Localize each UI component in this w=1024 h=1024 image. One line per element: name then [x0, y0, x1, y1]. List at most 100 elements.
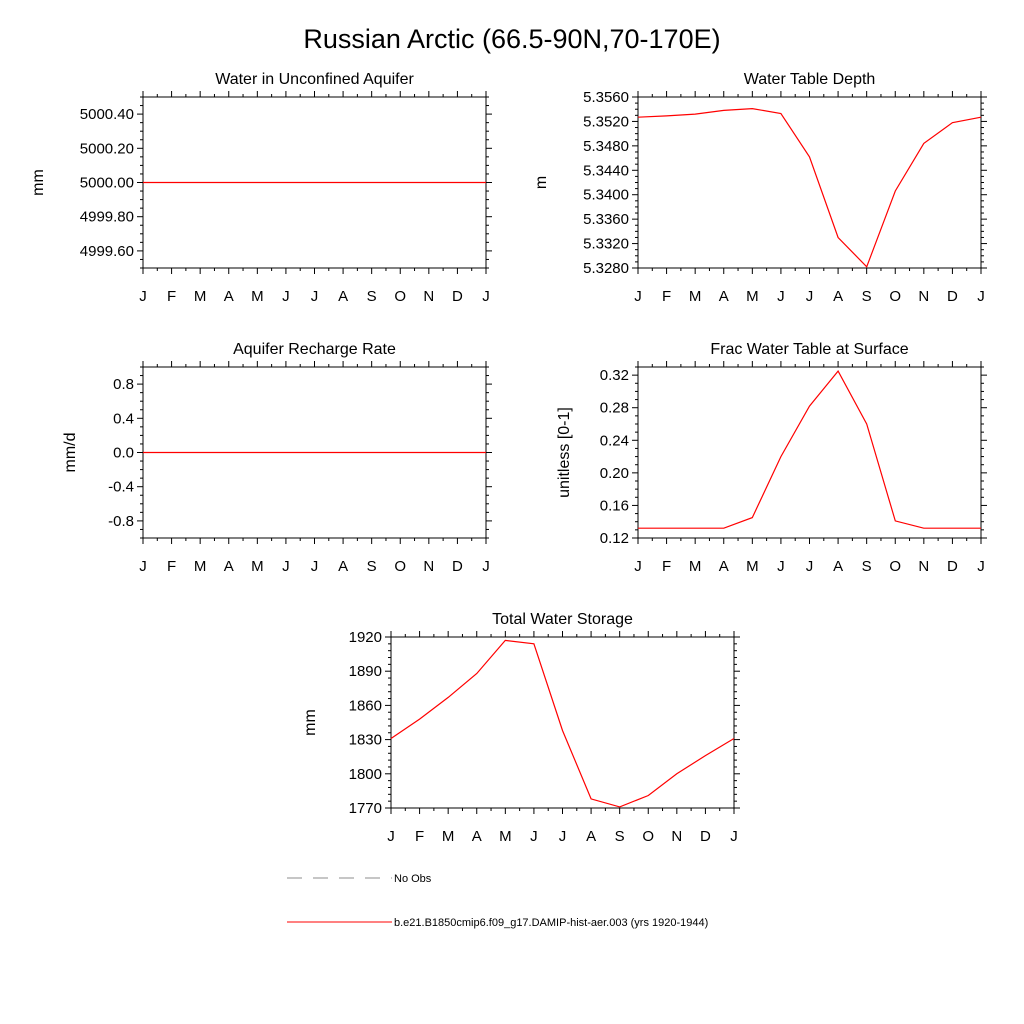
y-tick-label: 5.3400: [583, 187, 629, 204]
x-tick-label: D: [947, 558, 958, 575]
x-tick-label: F: [415, 828, 424, 845]
x-tick-label: F: [167, 288, 176, 305]
x-tick-label: J: [387, 828, 395, 845]
y-tick-label: 4999.60: [80, 243, 134, 260]
y-tick-label: -0.8: [108, 513, 134, 530]
x-tick-label: M: [442, 828, 455, 845]
x-tick-label: J: [977, 288, 985, 305]
x-tick-label: O: [889, 558, 901, 575]
x-tick-label: J: [530, 828, 538, 845]
plot-frame: [637, 366, 982, 539]
legend-label: No Obs: [394, 873, 432, 885]
y-axis-label: mm: [302, 709, 319, 736]
series-line: [390, 639, 735, 808]
x-tick-label: J: [777, 558, 785, 575]
plot-frame: [390, 636, 735, 809]
y-tick-label: 5.3480: [583, 138, 629, 155]
plot-frame: [637, 96, 982, 269]
x-tick-label: J: [311, 288, 319, 305]
x-tick-label: N: [671, 828, 682, 845]
x-tick-label: A: [224, 288, 234, 305]
x-tick-label: M: [194, 288, 207, 305]
x-tick-label: S: [862, 558, 872, 575]
panel-title: Aquifer Recharge Rate: [233, 341, 396, 358]
x-tick-label: O: [394, 288, 406, 305]
y-tick-label: 1890: [349, 663, 382, 680]
x-tick-label: M: [251, 558, 264, 575]
y-tick-label: 1830: [349, 732, 382, 749]
x-tick-label: A: [719, 288, 729, 305]
y-tick-label: 5.3560: [583, 89, 629, 106]
y-tick-label: 0.0: [113, 445, 134, 462]
y-tick-label: 1770: [349, 800, 382, 817]
y-axis-label: m: [533, 176, 550, 189]
y-tick-label: 5.3440: [583, 162, 629, 179]
x-tick-label: J: [482, 288, 490, 305]
y-axis-label: mm/d: [62, 433, 79, 473]
x-tick-label: M: [194, 558, 207, 575]
x-tick-label: J: [282, 558, 290, 575]
x-tick-label: N: [918, 288, 929, 305]
x-tick-label: M: [251, 288, 264, 305]
x-tick-label: J: [730, 828, 738, 845]
series-line: [637, 107, 982, 268]
x-tick-label: M: [499, 828, 512, 845]
y-tick-label: 5000.20: [80, 140, 134, 157]
x-tick-label: F: [662, 558, 671, 575]
y-tick-label: 1920: [349, 629, 382, 646]
panel-title: Water Table Depth: [744, 71, 876, 88]
x-tick-label: A: [833, 558, 843, 575]
y-tick-label: 5.3280: [583, 260, 629, 277]
y-tick-label: 0.32: [600, 367, 629, 384]
x-tick-label: A: [224, 558, 234, 575]
x-tick-label: J: [139, 288, 147, 305]
y-axis-label: unitless [0-1]: [556, 407, 573, 498]
x-tick-label: J: [559, 828, 567, 845]
y-tick-label: 5.3320: [583, 236, 629, 253]
x-tick-label: M: [689, 558, 702, 575]
x-tick-label: A: [719, 558, 729, 575]
y-tick-label: 0.12: [600, 530, 629, 547]
x-tick-label: M: [746, 558, 759, 575]
x-tick-label: J: [806, 558, 814, 575]
x-tick-label: D: [947, 288, 958, 305]
legend: No Obs b.e21.B1850cmip6.f09_g17.DAMIP-his…: [287, 873, 708, 929]
y-tick-label: 5000.40: [80, 106, 134, 123]
x-tick-label: N: [423, 288, 434, 305]
x-tick-label: N: [918, 558, 929, 575]
x-tick-label: S: [367, 288, 377, 305]
y-tick-label: 0.20: [600, 465, 629, 482]
x-tick-label: A: [586, 828, 596, 845]
x-tick-label: F: [662, 288, 671, 305]
y-tick-label: 1800: [349, 766, 382, 783]
x-tick-label: O: [889, 288, 901, 305]
x-tick-label: J: [777, 288, 785, 305]
x-tick-label: S: [862, 288, 872, 305]
x-tick-label: O: [394, 558, 406, 575]
x-tick-label: J: [139, 558, 147, 575]
panel-title: Water in Unconfined Aquifer: [215, 71, 414, 88]
panel-title: Total Water Storage: [492, 611, 633, 628]
x-tick-label: F: [167, 558, 176, 575]
x-tick-label: A: [338, 558, 348, 575]
legend-label: b.e21.B1850cmip6.f09_g17.DAMIP-hist-aer.…: [394, 917, 708, 929]
x-tick-label: S: [367, 558, 377, 575]
x-tick-label: J: [282, 288, 290, 305]
x-tick-label: J: [482, 558, 490, 575]
panel-title: Frac Water Table at Surface: [710, 341, 908, 358]
y-tick-label: 0.28: [600, 400, 629, 417]
x-tick-label: J: [806, 288, 814, 305]
y-tick-label: 5.3360: [583, 211, 629, 228]
x-tick-label: J: [634, 558, 642, 575]
x-tick-label: S: [615, 828, 625, 845]
x-tick-label: M: [689, 288, 702, 305]
x-tick-label: J: [311, 558, 319, 575]
x-tick-label: O: [642, 828, 654, 845]
y-tick-label: 4999.80: [80, 209, 134, 226]
y-tick-label: 0.16: [600, 497, 629, 514]
y-tick-label: 1860: [349, 697, 382, 714]
